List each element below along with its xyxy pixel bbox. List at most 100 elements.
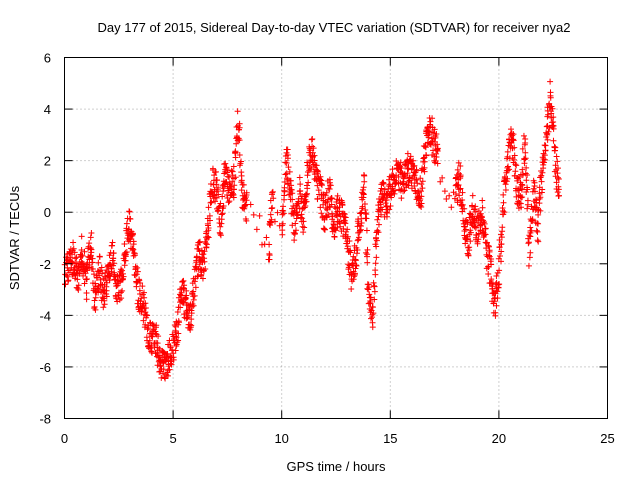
data-point-marker [354,237,361,244]
data-point-marker [342,214,349,221]
data-point-marker [411,162,418,169]
data-point-marker [234,108,241,115]
data-point-marker [83,275,90,282]
data-point-marker [366,291,373,298]
data-point-marker [308,136,315,143]
data-point-marker [206,217,213,224]
data-point-marker [175,337,182,344]
data-point-marker [519,145,526,152]
data-point-marker [339,201,346,208]
data-point-marker [70,239,77,246]
data-point-marker [524,172,531,179]
data-point-marker [373,237,380,244]
data-point-marker [192,284,199,291]
data-point-marker [419,185,426,192]
data-point-marker [69,271,76,278]
data-point-marker [554,189,561,196]
data-point-marker [291,237,298,244]
data-point-marker [500,199,507,206]
data-point-marker [355,234,362,241]
data-point-marker [544,131,551,138]
data-point-marker [528,227,535,234]
data-point-marker [550,122,557,129]
data-point-marker [310,145,317,152]
data-point-marker [164,372,171,379]
data-point-marker [372,260,379,267]
data-point-marker [121,240,128,247]
data-point-marker [269,188,276,195]
data-point-marker [494,295,501,302]
data-point-marker [400,188,407,195]
data-point-marker [427,141,434,148]
data-point-marker [555,175,562,182]
chart-title: Day 177 of 2015, Sidereal Day-to-day VTE… [97,20,570,35]
data-point-marker [191,278,198,285]
data-point-marker [160,366,167,373]
data-point-marker [108,265,115,272]
data-point-marker [485,243,492,250]
grid-lines [64,57,608,419]
data-point-marker [505,163,512,170]
data-point-marker [158,374,165,381]
data-point-marker [256,212,263,219]
data-point-marker [89,255,96,262]
data-point-marker [525,239,532,246]
y-tick-label: -8 [39,412,51,427]
x-tick-label: 15 [383,431,397,446]
data-point-marker [205,234,212,241]
data-point-marker [371,283,378,290]
data-point-marker [405,178,412,185]
data-point-marker [191,292,198,299]
data-point-marker [148,348,155,355]
data-point-marker [121,262,128,269]
data-point-marker [203,244,210,251]
data-point-marker [465,251,472,258]
data-point-marker [380,180,387,187]
data-point-marker [373,243,380,250]
y-tick-label: -6 [39,360,51,375]
data-point-marker [291,230,298,237]
data-point-marker [196,238,203,245]
data-point-marker [103,293,110,300]
data-point-marker [166,366,173,373]
data-point-marker [231,182,238,189]
data-point-marker [434,141,441,148]
data-point-marker [188,307,195,314]
data-point-marker [201,258,208,265]
data-point-marker [92,306,99,313]
data-point-marker [418,193,425,200]
data-point-marker [551,147,558,154]
data-point-marker [531,183,538,190]
data-point-marker [219,193,226,200]
data-point-marker [117,289,124,296]
data-point-marker [153,322,160,329]
data-point-marker [522,155,529,162]
data-point-marker [459,201,466,208]
data-point-marker [62,281,69,288]
data-point-marker [139,283,146,290]
data-point-marker [352,265,359,272]
data-point-marker [304,185,311,192]
data-point-marker [404,150,411,157]
data-point-marker [425,134,432,141]
data-point-marker [162,375,169,382]
data-point-marker [271,218,278,225]
data-point-marker [280,210,287,217]
data-point-marker [522,140,529,147]
data-point-marker [482,225,489,232]
data-point-marker [178,289,185,296]
data-point-marker [519,182,526,189]
data-point-marker [501,209,508,216]
data-point-marker [373,254,380,261]
data-point-marker [496,244,503,251]
data-point-marker [236,151,243,158]
data-point-marker [118,295,125,302]
data-point-marker [485,270,492,277]
data-point-marker [304,190,311,197]
data-point-marker [453,191,459,198]
data-point-marker [502,187,509,194]
data-point-marker [205,225,212,232]
data-point-marker [110,249,117,256]
data-point-marker [229,168,236,175]
